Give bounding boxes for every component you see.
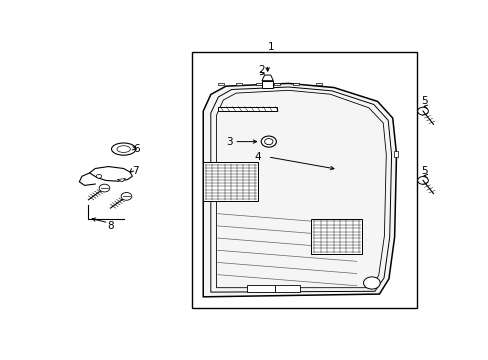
- Bar: [255, 82, 262, 85]
- Polygon shape: [117, 179, 125, 182]
- Bar: [218, 107, 277, 111]
- Circle shape: [264, 139, 272, 145]
- Circle shape: [363, 277, 380, 289]
- Bar: [203, 162, 258, 201]
- Circle shape: [261, 136, 276, 147]
- Bar: [262, 81, 273, 87]
- Bar: [236, 82, 242, 85]
- Text: 8: 8: [107, 221, 114, 231]
- Bar: [275, 285, 299, 292]
- Circle shape: [417, 107, 427, 115]
- Bar: [315, 82, 321, 85]
- Text: 1: 1: [267, 41, 274, 51]
- Text: 7: 7: [131, 166, 138, 176]
- Circle shape: [96, 174, 102, 178]
- Bar: [311, 219, 362, 254]
- Polygon shape: [203, 84, 396, 297]
- Text: 5: 5: [421, 166, 427, 176]
- Bar: [274, 82, 280, 85]
- Polygon shape: [89, 167, 132, 181]
- Bar: [191, 51, 417, 308]
- Text: 4: 4: [254, 152, 261, 162]
- Circle shape: [417, 176, 427, 184]
- Bar: [393, 151, 398, 157]
- Ellipse shape: [111, 143, 136, 155]
- Bar: [246, 285, 275, 292]
- Bar: [292, 82, 299, 85]
- Text: 5: 5: [421, 96, 427, 107]
- Bar: [218, 82, 224, 85]
- Circle shape: [121, 193, 131, 200]
- Polygon shape: [262, 75, 273, 81]
- Text: 2: 2: [258, 64, 265, 75]
- Circle shape: [99, 184, 110, 192]
- Text: 6: 6: [133, 144, 140, 153]
- Ellipse shape: [117, 146, 130, 152]
- Text: 3: 3: [226, 136, 233, 147]
